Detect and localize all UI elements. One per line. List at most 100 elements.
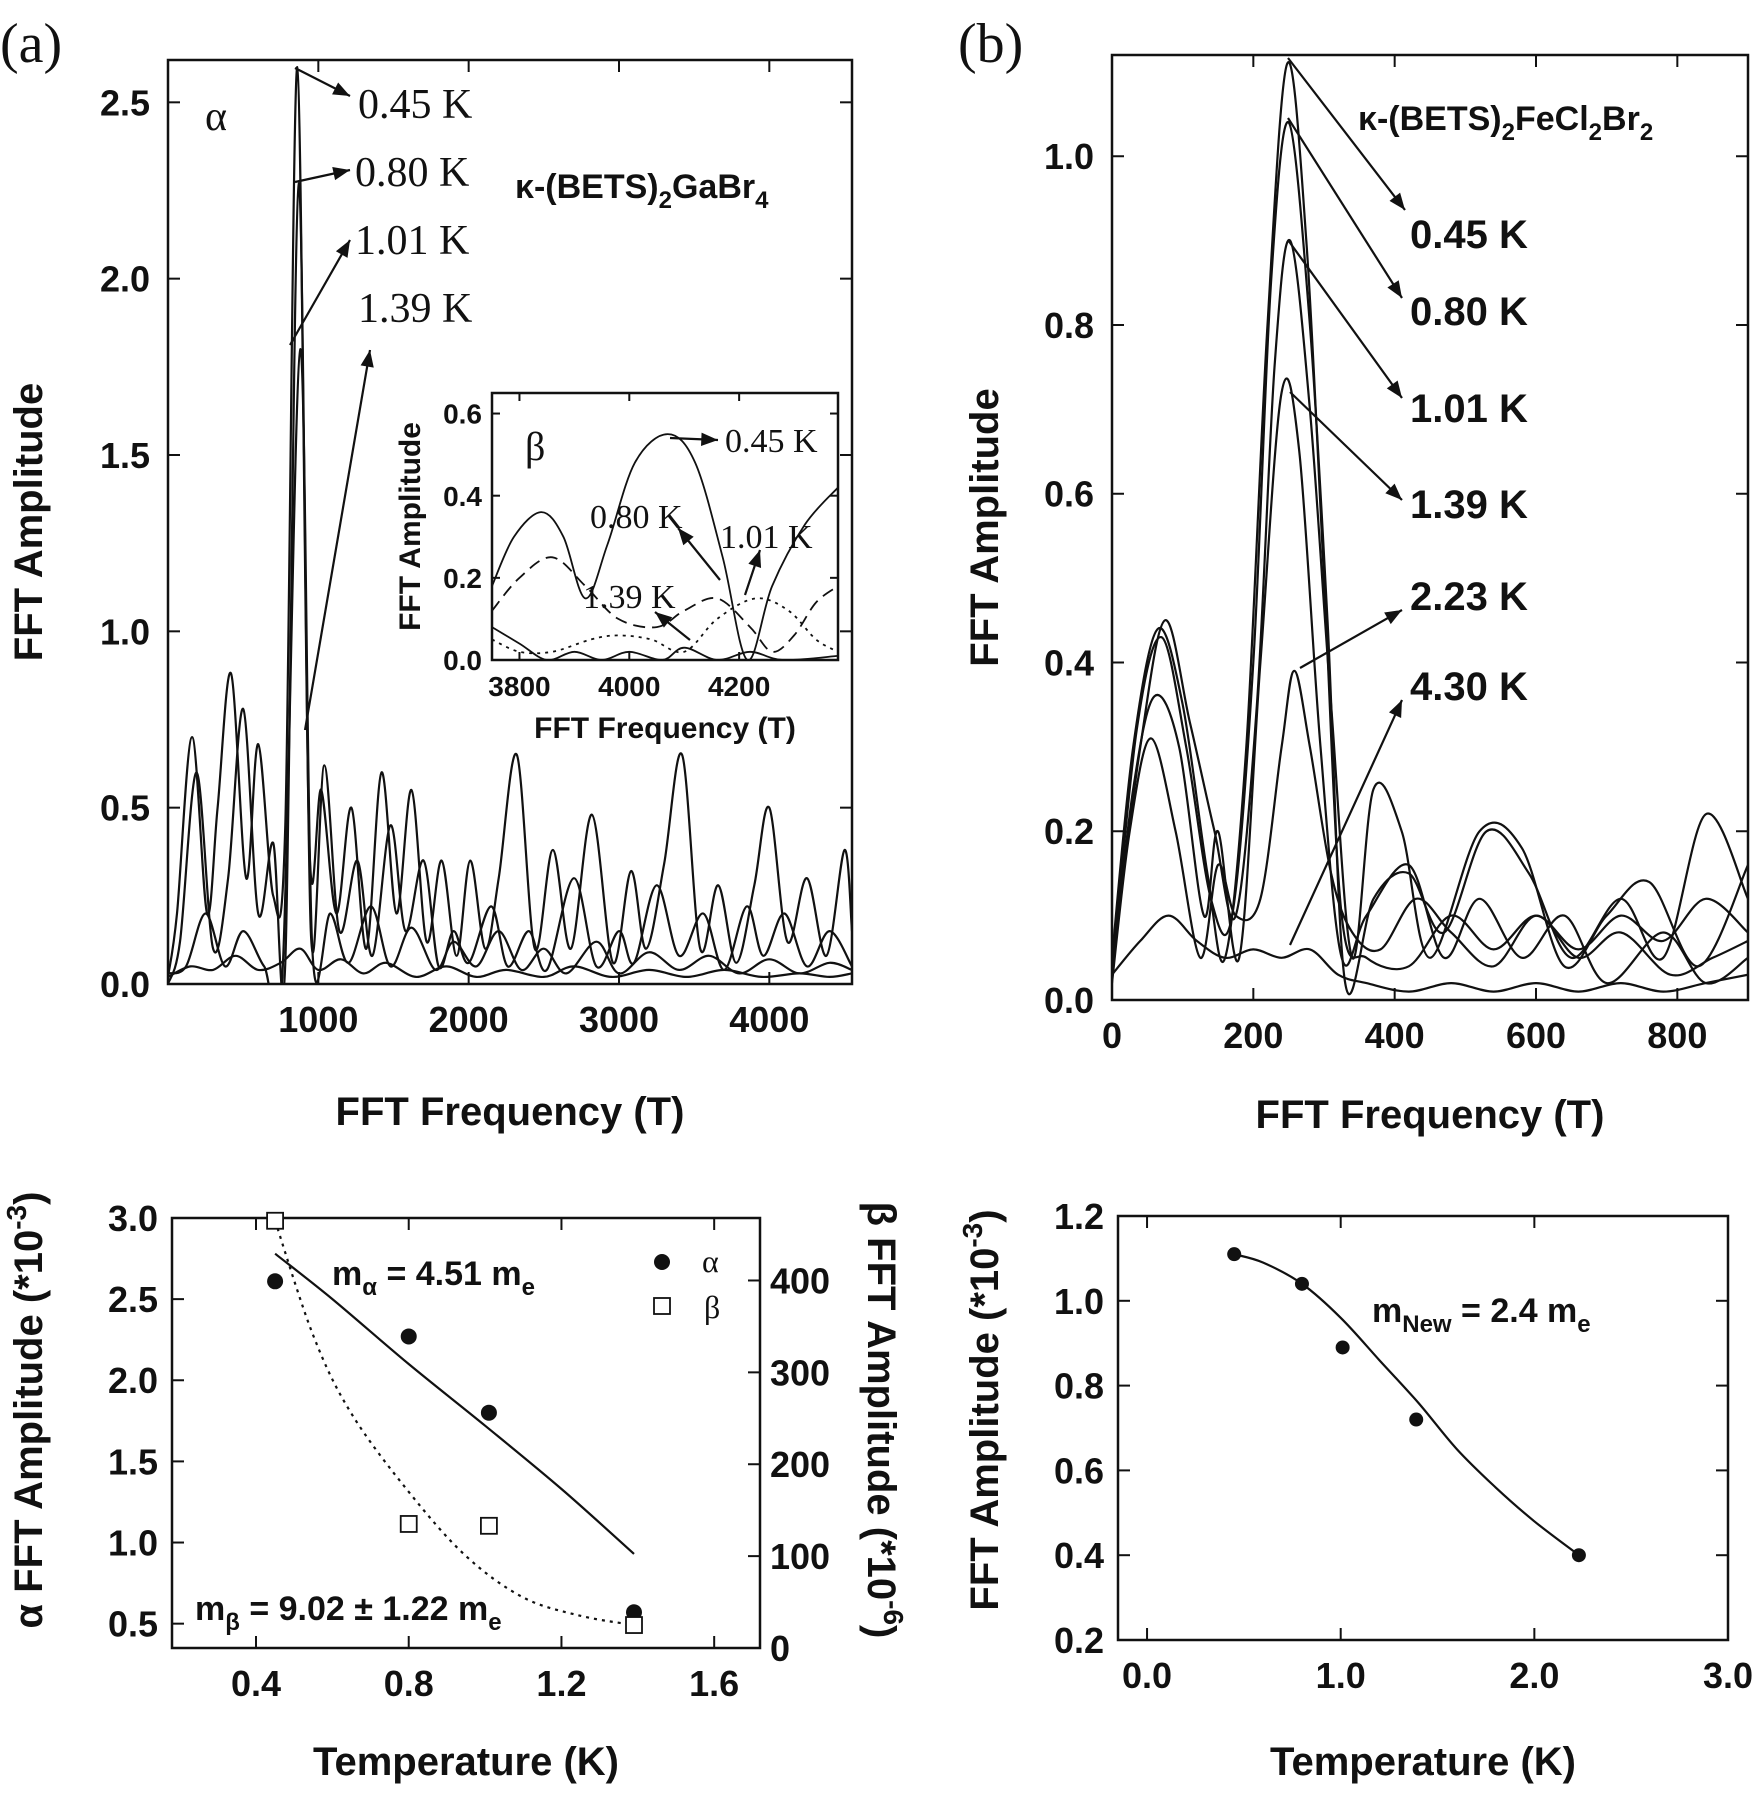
a-bottom-point-β-1: [399, 1515, 418, 1533]
a-top-xlabel: FFT Frequency (T): [336, 1090, 685, 1134]
b-top-ytick-label-1: 0.2: [1044, 811, 1094, 852]
a-top-arrow-2-head: [335, 240, 350, 258]
b-top-arrow-4-head: [1384, 610, 1402, 625]
b-top-arrow-3-head: [1385, 483, 1402, 500]
a-inset-legend-2: 1.01 K: [720, 519, 813, 556]
b-top-ytick-label-4: 0.8: [1044, 305, 1094, 346]
chart-a-top: 1000 2000 3000 4000 0.0 0.5 1.0 1.5 2.0 2.5 FFT Fr…: [7, 58, 854, 1134]
a-bottom-legend-marker-alpha: [654, 1254, 670, 1270]
b-top-series-1: [1112, 121, 1748, 996]
a-bottom-point-β-3: [625, 1616, 643, 1634]
b-bottom-fit-0: [1233, 1253, 1580, 1557]
b-top-series-3: [1112, 377, 1748, 985]
b-bottom-ytick-label-4: 1.0: [1054, 1281, 1104, 1322]
a-top-legend-3: 1.39 K: [358, 286, 472, 332]
b-bottom-xlabel: Temperature (K): [1270, 1740, 1576, 1784]
a-top-legend-1: 0.80 K: [355, 150, 469, 196]
a-top-ytick-label-3: 1.5: [100, 435, 150, 476]
a-top-xtick-label-2: 3000: [579, 999, 659, 1040]
b-bottom-xtick-label-1: 1.0: [1316, 1655, 1366, 1696]
b-top-legend-3: 1.39 K: [1410, 483, 1528, 527]
b-bottom-frame: [1116, 1214, 1730, 1642]
a-inset-xtick-label-0: 3800: [488, 671, 550, 702]
a-inset-peak-label: β: [525, 424, 545, 469]
chart-a-bottom: 0.4 0.8 1.2 1.6 0.5 1.0 1.5 2.0 2.5 3.0 0 100 200 300…: [108, 1198, 830, 1784]
a-bottom-ytick-label-1: 1.0: [108, 1522, 158, 1563]
b-top-legend-5: 4.30 K: [1410, 665, 1528, 709]
b-top-arrow-4: [1299, 609, 1403, 669]
a-bottom-xtick-label-1: 0.8: [384, 1663, 434, 1704]
a-inset-arrow-1-head: [678, 528, 694, 546]
b-top-frame: [1110, 53, 1750, 1002]
a-inset-series-2: [492, 597, 838, 655]
b-bottom-point-0: [1227, 1247, 1242, 1262]
a-inset-arrow-3-head: [655, 612, 673, 628]
a-inset-legend-3: 1.39 K: [583, 579, 676, 616]
a-top-ylabel: FFT Amplitude: [7, 383, 51, 661]
a-top-xtick-label-0: 1000: [278, 999, 358, 1040]
a-top-ytick-label-5: 2.5: [100, 82, 150, 123]
b-bottom-xtick-label-0: 0.0: [1122, 1655, 1172, 1696]
a-bottom-point-α-2: [480, 1404, 497, 1421]
a-top-arrow-3-head: [360, 350, 374, 368]
b-bottom-ytick-label-0: 0.2: [1054, 1620, 1104, 1661]
chart-b-bottom: 0.0 1.0 2.0 3.0 0.2 0.4 0.6 0.8 1.0 1.2 Temperatur…: [1054, 1196, 1753, 1784]
b-top-ytick-label-3: 0.6: [1044, 474, 1094, 515]
b-bottom-ytick-label-2: 0.6: [1054, 1450, 1104, 1491]
b-top-arrow-3: [1289, 391, 1403, 501]
b-bottom-point-2: [1335, 1340, 1350, 1355]
b-top-xtick-label-1: 200: [1223, 1015, 1283, 1056]
a-top-arrow-1-head: [332, 167, 350, 181]
a-top-arrow-2: [289, 239, 351, 346]
b-top-ylabel: FFT Amplitude: [963, 388, 1007, 666]
a-inset-xlabel: FFT Frequency (T): [534, 712, 796, 745]
a-top-ytick-label-4: 2.0: [100, 259, 150, 300]
a-top-ytick-label-1: 0.5: [100, 788, 150, 829]
b-top-ytick-label-0: 0.0: [1044, 980, 1094, 1021]
b-bottom-ytick-label-1: 0.4: [1054, 1535, 1104, 1576]
a-inset-ytick-label-0: 0.0: [443, 645, 482, 676]
a-bottom-point-β-0: [266, 1211, 284, 1230]
b-top-series-4: [1112, 669, 1748, 984]
b-bottom-ytick-label-5: 1.2: [1054, 1196, 1104, 1237]
b-top-arrow-0: [1287, 57, 1406, 211]
b-top-xtick-label-2: 400: [1365, 1015, 1425, 1056]
b-bottom-xtick-label-2: 2.0: [1509, 1655, 1559, 1696]
b-bottom-annotation: mNew = 2.4 me: [1372, 1292, 1591, 1338]
a-bottom-xtick-label-0: 0.4: [231, 1663, 281, 1704]
a-top-series-0: [168, 65, 852, 978]
b-top-ytick-label-2: 0.4: [1044, 642, 1094, 683]
b-top-xtick-label-4: 800: [1647, 1015, 1707, 1056]
a-inset-arrow-0-head: [701, 432, 718, 446]
a-bottom-ytick-label-3: 2.0: [108, 1360, 158, 1401]
a-inset-xtick-label-2: 4200: [708, 671, 770, 702]
b-top-series-2: [1112, 239, 1748, 970]
a-inset-legend-0: 0.45 K: [725, 423, 818, 460]
a-top-series-3: [168, 947, 852, 979]
a-bottom-y2label: β FFT Amplitude (*10-6): [859, 1202, 909, 1639]
a-bottom-fit-1: [274, 1220, 635, 1627]
a-top-arrow-3: [303, 349, 372, 731]
b-top-arrow-5: [1288, 699, 1404, 946]
a-top-xtick-label-1: 2000: [429, 999, 509, 1040]
b-bottom-point-1: [1294, 1276, 1309, 1291]
a-bottom-y2tick-label-0: 0: [770, 1628, 790, 1669]
a-top-series-2: [168, 348, 852, 984]
a-inset-ytick-label-3: 0.6: [443, 399, 482, 430]
a-bottom-point-α-0: [267, 1273, 284, 1290]
chart-b-top: 0 200 400 600 800 0.0 0.2 0.4 0.6 0.8 1.0 FFT Frequ…: [963, 53, 1750, 1137]
b-bottom-point-3: [1409, 1412, 1424, 1427]
a-bottom-point-α-1: [400, 1328, 417, 1345]
b-top-arrow-2: [1287, 239, 1403, 399]
a-top-arrow-0-head: [332, 82, 350, 96]
b-top-legend-4: 2.23 K: [1410, 575, 1528, 619]
a-bottom-annotation-malpha: mα = 4.51 me: [332, 1255, 535, 1301]
a-top-series-1: [168, 182, 852, 984]
a-inset-series-0: [492, 433, 838, 660]
a-inset-series-3: [492, 626, 838, 660]
a-bottom-ytick-label-2: 1.5: [108, 1441, 158, 1482]
a-top-compound: κ-(BETS)2GaBr4: [515, 168, 769, 214]
a-bottom-ytick-label-5: 3.0: [108, 1198, 158, 1239]
a-bottom-legend-alpha: α: [702, 1243, 719, 1279]
